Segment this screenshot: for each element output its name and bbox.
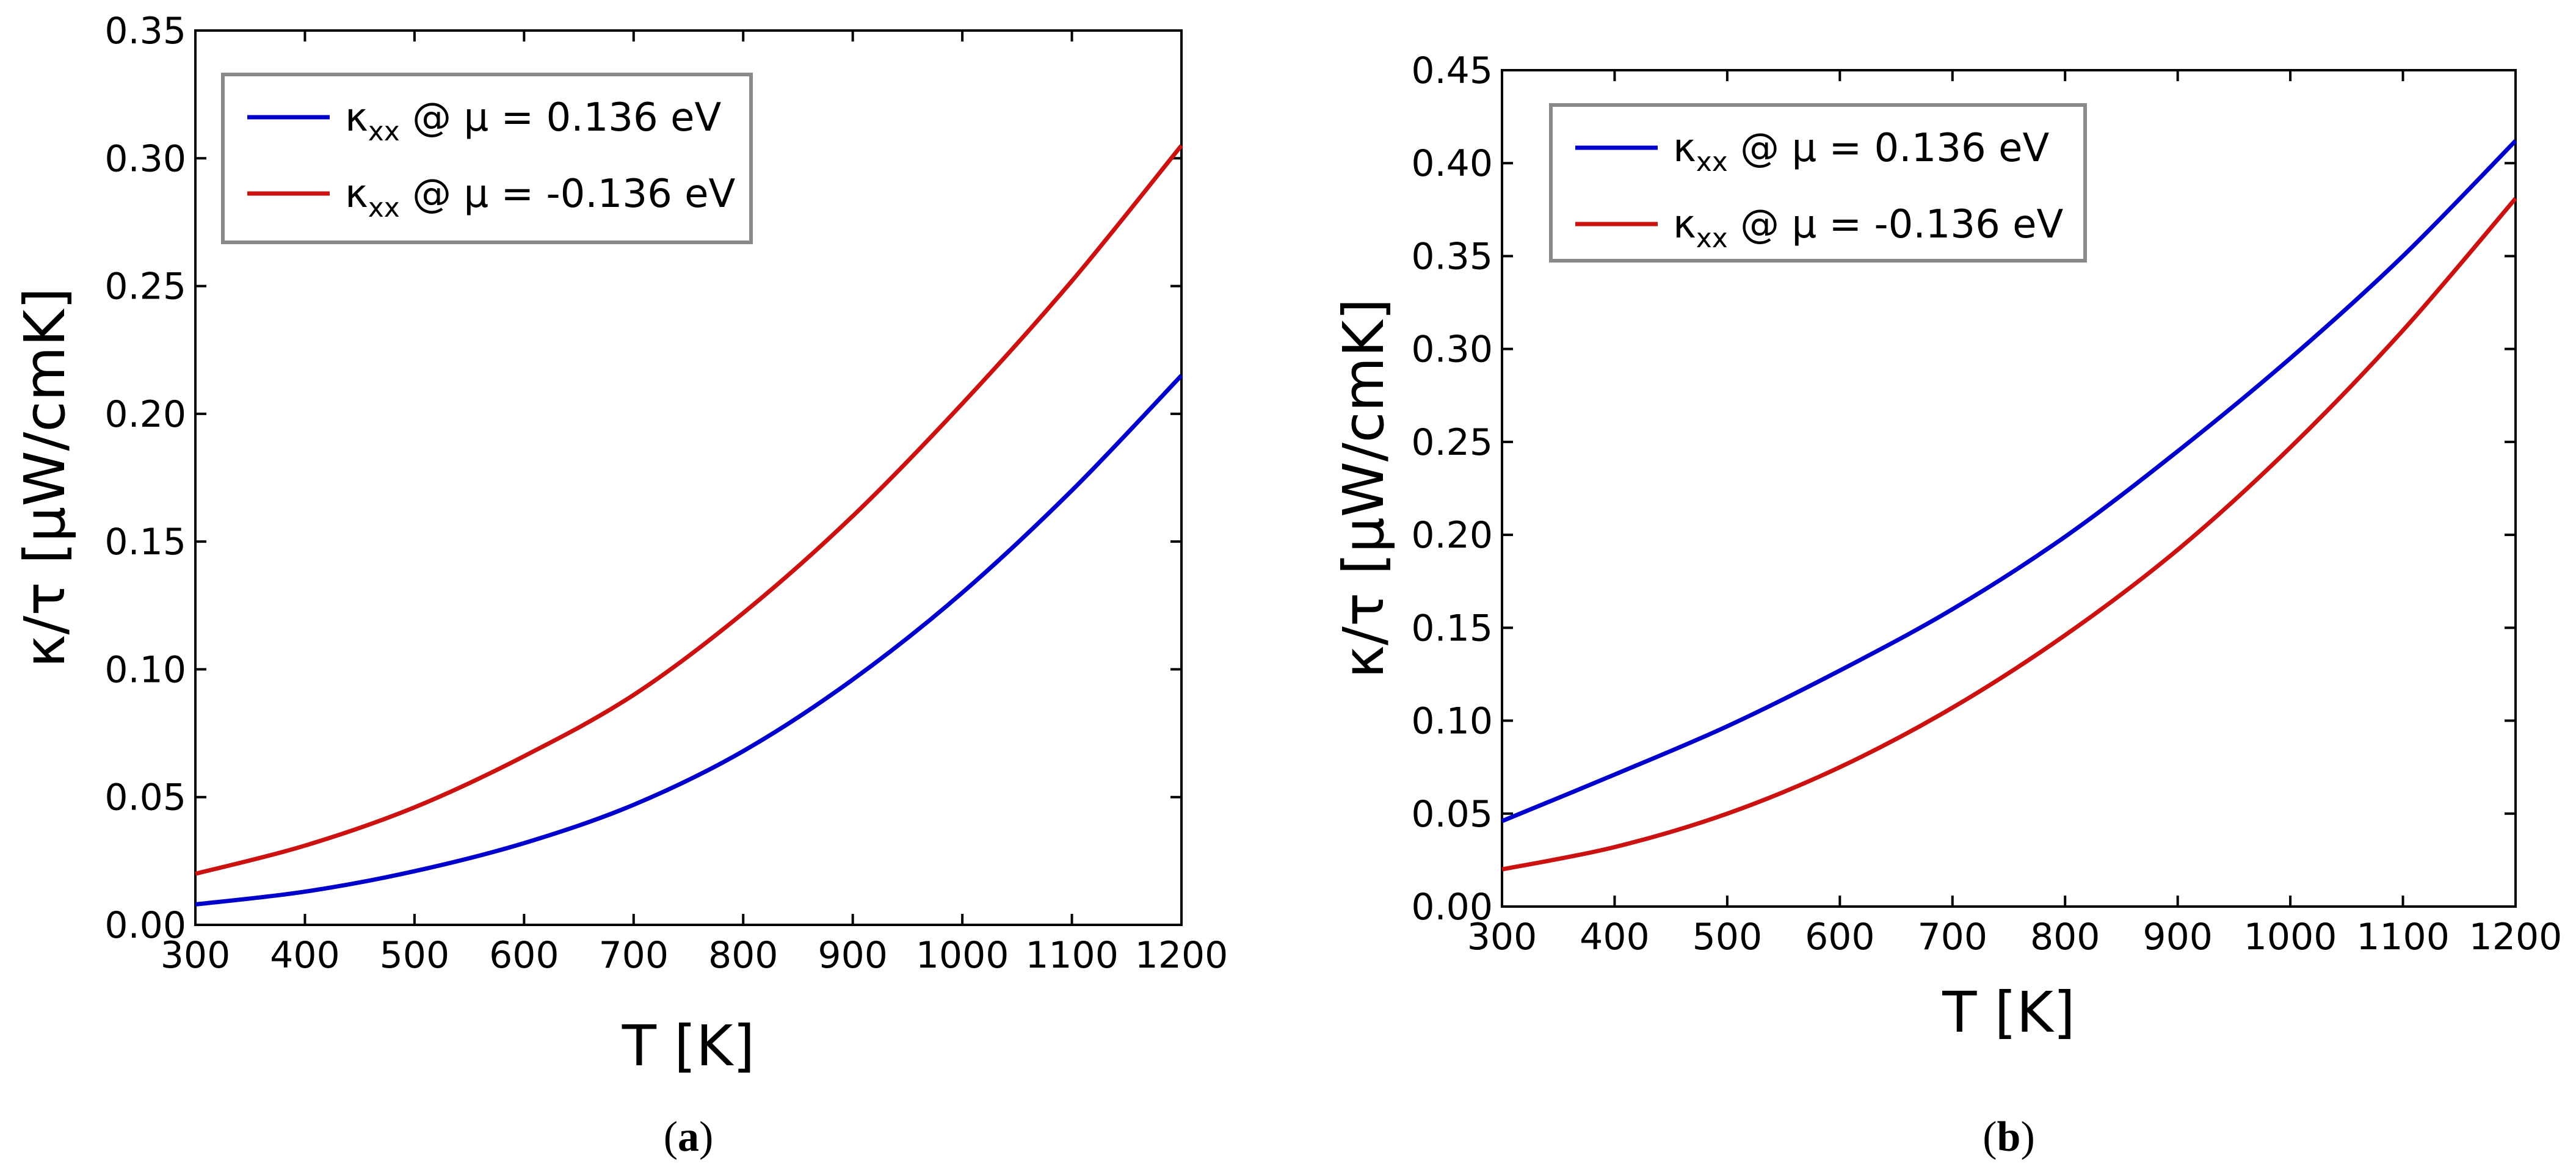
chart-b-ylabel: κ/τ [μW/cmK] (1331, 299, 1396, 679)
chart-b-xtick-label: 500 (1693, 916, 1763, 958)
chart-b: 300 400 500 600 700 800 900 1000 1100 1200 0.00 0.0… (1331, 49, 2562, 1161)
chart-b-ytick-label: 0.25 (1411, 421, 1493, 464)
chart-b-legend-label-0: κxx @ μ = 0.136 eV (1673, 126, 2049, 178)
chart-b-xlabel: T [K] (1942, 980, 2075, 1045)
chart-b-legend (1549, 103, 2087, 263)
chart-b-xtick-label: 1000 (2244, 916, 2337, 958)
chart-b-ytick-label: 0.45 (1411, 49, 1493, 92)
chart-a-ytick-label: 0.20 (104, 393, 186, 436)
chart-b-xtick-label: 1100 (2356, 916, 2450, 958)
chart-a-ytick-label: 0.25 (104, 266, 186, 308)
chart-b-xtick-label: 700 (1918, 916, 1988, 958)
chart-a-series-1-line (195, 144, 1183, 876)
chart-a-xlabel: T [K] (622, 1013, 755, 1079)
chart-b-series-0-line (1501, 139, 2517, 824)
chart-b-xtick-label: 400 (1580, 916, 1650, 958)
chart-a-ylabel: κ/τ [μW/cmK] (12, 288, 78, 668)
chart-b-series-1-line (1501, 197, 2517, 872)
chart-a: 300 400 500 600 700 800 900 1000 1100 1200 0.00 0.0… (12, 10, 1228, 1161)
chart-a-xtick-label: 400 (270, 934, 340, 977)
chart-a-xtick-label: 300 (161, 934, 231, 977)
chart-b-ytick-label: 0.35 (1411, 235, 1493, 278)
chart-b-ytick-label: 0.15 (1411, 607, 1493, 650)
chart-b-ytick-label: 0.30 (1411, 328, 1493, 371)
chart-a-ytick-label: 0.10 (104, 648, 186, 691)
chart-a-ytick-label: 0.15 (104, 521, 186, 563)
chart-b-xtick-label: 1200 (2469, 916, 2563, 958)
chart-a-xtick-label: 1100 (1025, 934, 1119, 977)
chart-b-xtick-label: 800 (2030, 916, 2100, 958)
chart-a-legend (221, 73, 753, 244)
chart-a-ytick-label: 0.05 (104, 777, 186, 819)
chart-b-ytick-label: 0.40 (1411, 142, 1493, 185)
chart-a-ytick-label: 0.00 (104, 904, 186, 947)
chart-a-legend-label-1: κxx @ μ = -0.136 eV (345, 172, 736, 223)
chart-b-xtick-label: 300 (1467, 916, 1537, 958)
chart-a-ytick-label: 0.30 (104, 137, 186, 180)
chart-a-xtick-label: 600 (489, 934, 559, 977)
chart-b-xtick-label: 900 (2142, 916, 2213, 958)
chart-a-xtick-label: 900 (818, 934, 888, 977)
chart-b-caption: (b) (1983, 1113, 2035, 1161)
chart-b-plot-frame (1501, 69, 2517, 908)
chart-b-ytick-label: 0.05 (1411, 793, 1493, 836)
chart-a-plot-frame (194, 29, 1183, 926)
chart-a-xtick-label: 1000 (916, 934, 1009, 977)
chart-a-series-0-line (195, 374, 1183, 907)
chart-a-caption: (a) (664, 1113, 714, 1161)
chart-a-ytick-label: 0.35 (104, 10, 186, 53)
chart-b-xtick-label: 600 (1805, 916, 1875, 958)
chart-b-legend-label-1: κxx @ μ = -0.136 eV (1673, 202, 2064, 254)
chart-a-xtick-label: 500 (380, 934, 450, 977)
chart-b-ytick-label: 0.00 (1411, 886, 1493, 929)
chart-a-legend-label-0: κxx @ μ = 0.136 eV (345, 95, 721, 147)
chart-b-ytick-label: 0.20 (1411, 514, 1493, 557)
chart-a-xtick-label: 700 (599, 934, 669, 977)
chart-b-ytick-label: 0.10 (1411, 700, 1493, 743)
chart-a-xtick-label: 800 (708, 934, 778, 977)
chart-a-xtick-label: 1200 (1135, 934, 1228, 977)
